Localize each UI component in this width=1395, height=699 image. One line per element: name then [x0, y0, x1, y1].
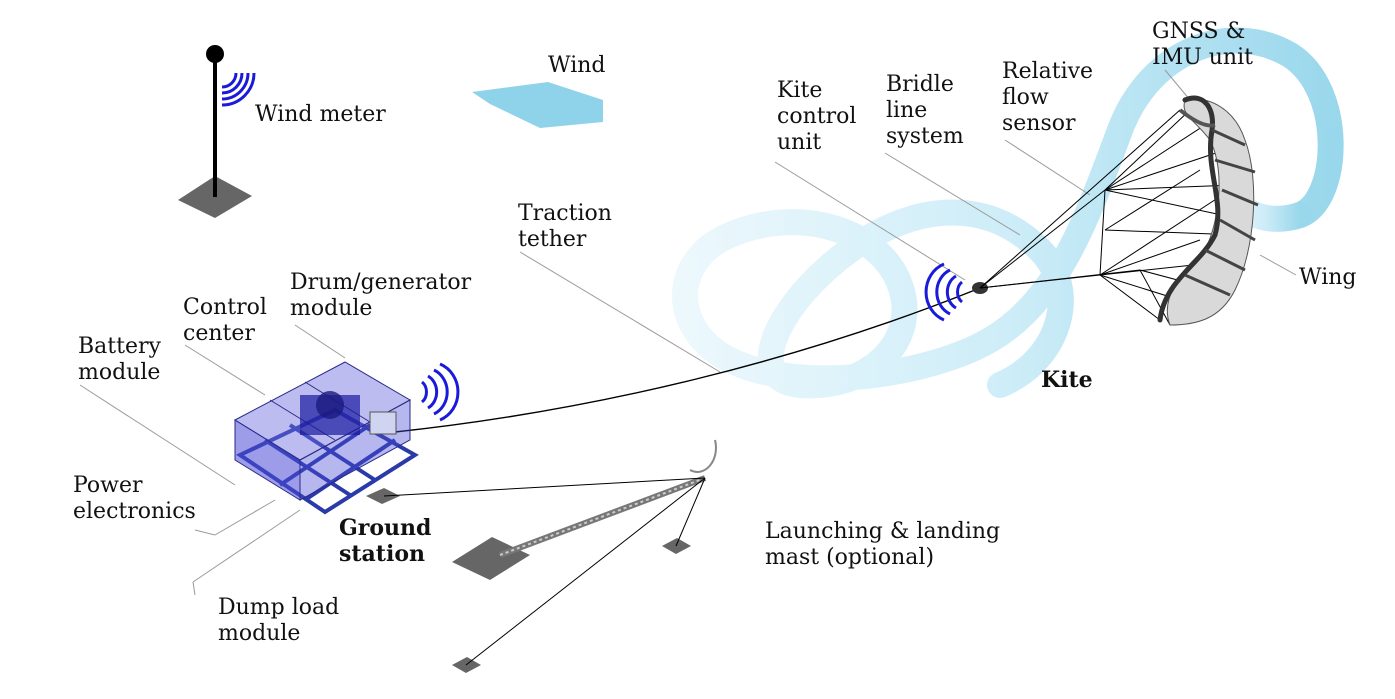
label-drum-generator-module: Drum/generator module	[290, 270, 472, 321]
launching-mast	[366, 439, 717, 673]
label-launching-landing-mast: Launching & landing mast (optional)	[765, 519, 1001, 570]
label-control-center: Control center	[183, 295, 267, 346]
label-gnss-imu-unit: GNSS & IMU unit	[1152, 19, 1253, 70]
label-wing: Wing	[1299, 265, 1357, 290]
ground-station	[233, 361, 460, 515]
label-power-electronics: Power electronics	[73, 473, 196, 524]
wind-arrow	[472, 82, 603, 128]
kite-wing	[1157, 95, 1259, 326]
leader-lines	[79, 69, 1297, 596]
label-wind: Wind	[548, 53, 606, 78]
label-kite-control-unit: Kite control unit	[777, 78, 857, 155]
traction-tether	[394, 289, 976, 433]
label-ground-station: Ground station	[339, 515, 432, 567]
label-relative-flow-sensor: Relative flow sensor	[1002, 59, 1094, 136]
label-traction-tether: Traction tether	[518, 201, 612, 252]
label-dump-load-module: Dump load module	[218, 595, 340, 646]
wind-meter	[178, 45, 256, 218]
kite-signal	[924, 262, 964, 322]
label-battery-module: Battery module	[78, 334, 161, 385]
label-kite: Kite	[1041, 367, 1093, 393]
label-wind-meter: Wind meter	[255, 102, 386, 127]
label-bridle-line-system: Bridle line system	[886, 72, 964, 149]
